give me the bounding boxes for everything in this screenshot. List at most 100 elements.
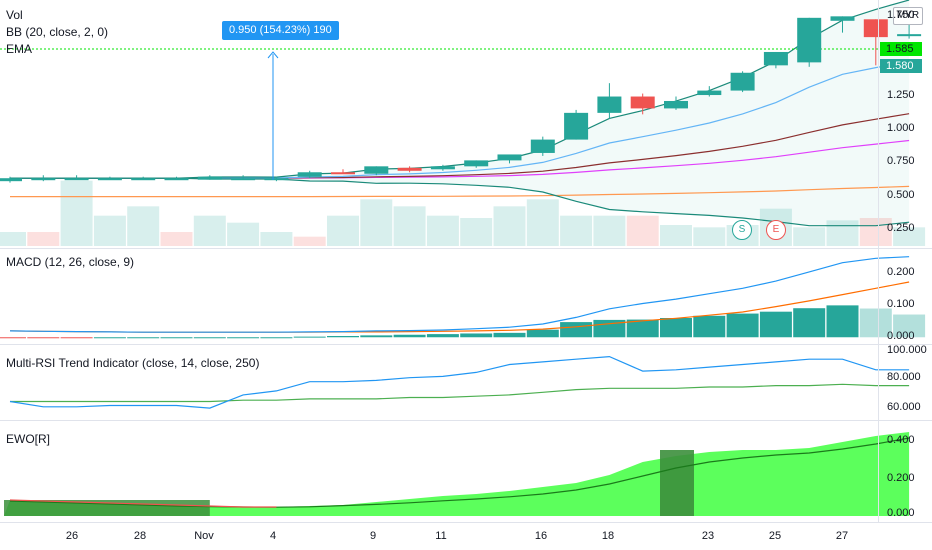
macd-histogram-bar xyxy=(526,329,559,338)
macd-histogram-bar xyxy=(260,337,293,339)
volume-bar xyxy=(260,232,293,246)
y-tick-macd: 0.100 xyxy=(887,298,915,310)
x-tick: 16 xyxy=(534,530,548,542)
candle-body xyxy=(64,178,89,181)
macd-histogram-bar xyxy=(859,308,892,338)
volume-bar xyxy=(327,215,359,246)
candle-body xyxy=(730,72,755,91)
y-tick-main: 1.250 xyxy=(887,89,915,101)
candle-body xyxy=(397,167,422,171)
volume-bar xyxy=(593,215,626,246)
macd-histogram-bar xyxy=(360,335,393,338)
macd-histogram-bar xyxy=(660,318,692,338)
y-tick-main: 0.250 xyxy=(887,222,915,234)
macd-line xyxy=(9,256,910,333)
macd-histogram-bar xyxy=(27,337,60,339)
currency-badge[interactable]: MYR xyxy=(893,7,923,25)
volume-bar xyxy=(160,232,193,246)
y-tick-rsi: 100.000 xyxy=(887,344,927,356)
candle-body xyxy=(763,51,788,66)
x-tick: 4 xyxy=(269,530,277,542)
macd-histogram-bar xyxy=(893,314,926,338)
candle-body xyxy=(664,100,688,109)
candle-body xyxy=(0,178,22,182)
volume-bar xyxy=(859,218,892,246)
candle-body xyxy=(430,166,455,170)
macd-histogram-bar xyxy=(93,337,126,339)
volume-bar xyxy=(60,180,93,246)
y-tick-main: 0.500 xyxy=(887,189,915,201)
volume-bar xyxy=(193,215,226,246)
price-scale-divider xyxy=(878,0,879,522)
pane-separator-rsi[interactable] xyxy=(0,344,932,345)
candle-body xyxy=(530,139,555,153)
last-price-label: 1.585 xyxy=(880,42,922,56)
measure-arrow-head xyxy=(267,51,279,59)
candle-body xyxy=(131,178,156,181)
ewo-red-line xyxy=(9,499,277,508)
x-tick: 25 xyxy=(768,530,782,542)
candle-body xyxy=(597,96,622,113)
macd-histogram-bar xyxy=(60,337,93,339)
candle-body xyxy=(364,166,389,174)
macd-histogram-bar xyxy=(0,337,26,339)
macd-histogram-bar xyxy=(726,313,759,338)
macd-histogram-bar xyxy=(193,337,226,339)
x-tick: 28 xyxy=(133,530,147,542)
volume-bar xyxy=(560,215,593,246)
macd-histogram-bar xyxy=(426,334,459,338)
split-marker[interactable]: S xyxy=(732,220,752,240)
volume-bar xyxy=(0,232,26,246)
legend-vol[interactable]: Vol xyxy=(6,8,23,22)
legend-ema[interactable]: EMA xyxy=(6,42,33,56)
legend-bb[interactable]: BB (20, close, 2, 0) xyxy=(6,25,109,39)
candle-body xyxy=(697,90,722,96)
y-tick-main: 0.750 xyxy=(887,155,915,167)
y-tick-rsi: 60.000 xyxy=(887,401,921,413)
ema-line-long xyxy=(10,185,910,198)
measure-label: 0.950 (154.23%) 190 xyxy=(222,21,339,40)
rsi-slow-line xyxy=(10,383,910,403)
candle-body xyxy=(97,178,122,181)
volume-bar xyxy=(293,236,326,246)
candle-body xyxy=(830,16,855,21)
candle-body xyxy=(297,172,322,177)
ewo-dark-segment xyxy=(660,450,694,516)
candle-body xyxy=(164,178,189,181)
candle-body xyxy=(630,96,655,109)
candle-body xyxy=(231,178,256,181)
legend-ewo[interactable]: EWO[R] xyxy=(6,432,50,446)
candle-body xyxy=(497,154,522,161)
volume-bar xyxy=(227,222,260,246)
pane-separator-macd[interactable] xyxy=(0,248,932,249)
volume-bar xyxy=(393,206,426,246)
macd-histogram-bar xyxy=(160,337,193,339)
volume-bar xyxy=(826,220,859,246)
time-axis-divider xyxy=(0,522,932,523)
earnings-marker[interactable]: E xyxy=(766,220,786,240)
volume-bar xyxy=(460,218,493,246)
macd-histogram-bar xyxy=(793,308,826,338)
candle-body xyxy=(331,172,355,175)
legend-rsi[interactable]: Multi-RSI Trend Indicator (close, 14, cl… xyxy=(6,356,260,370)
macd-histogram-bar xyxy=(826,305,859,338)
volume-bar xyxy=(660,225,692,246)
x-tick: 23 xyxy=(701,530,715,542)
macd-histogram-bar xyxy=(393,334,426,338)
bollinger-lower xyxy=(10,177,910,227)
y-tick-macd: 0.000 xyxy=(887,330,915,342)
legend-macd[interactable]: MACD (12, 26, close, 9) xyxy=(6,255,135,269)
x-tick: 11 xyxy=(435,530,447,542)
macd-histogram-bar xyxy=(693,315,726,338)
x-tick: Nov xyxy=(194,530,214,542)
candle-body xyxy=(264,178,289,181)
volume-bar xyxy=(693,227,726,246)
candle-body xyxy=(197,176,222,180)
macd-histogram-bar xyxy=(227,337,260,339)
pane-separator-ewo[interactable] xyxy=(0,420,932,421)
volume-bar xyxy=(27,232,60,246)
macd-histogram-bar xyxy=(127,337,160,339)
macd-histogram-bar xyxy=(460,333,493,338)
